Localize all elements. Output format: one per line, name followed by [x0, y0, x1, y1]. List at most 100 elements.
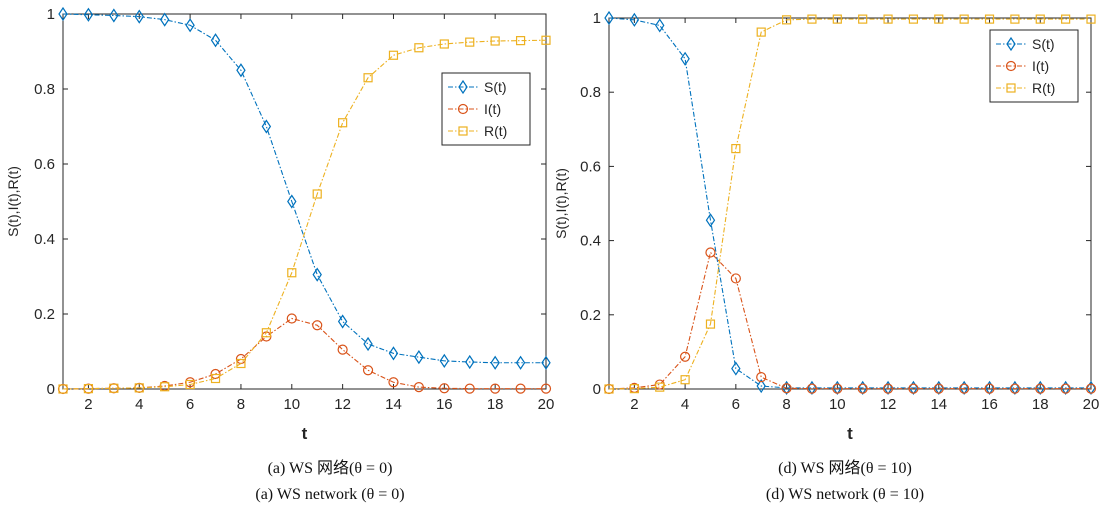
x-tick-label: 8: [782, 396, 790, 413]
legend-label: R(t): [1032, 80, 1055, 96]
data-point: [490, 36, 500, 46]
x-tick-label: 12: [880, 396, 897, 413]
data-point: [414, 43, 424, 53]
data-point: [236, 63, 246, 78]
data-point: [756, 378, 766, 394]
data-point: [781, 383, 792, 394]
data-point: [210, 33, 221, 48]
data-point: [490, 383, 501, 394]
data-point: [185, 379, 195, 390]
data-point: [908, 380, 919, 395]
x-tick-label: 2: [84, 396, 92, 413]
data-point: [363, 73, 373, 83]
axes-box: [62, 13, 547, 390]
data-point: [439, 353, 450, 368]
y-tick-label: 0: [593, 381, 601, 398]
caption-d-zh: (d) WS 网络(θ = 10): [778, 460, 912, 477]
y-axis-label: S(t),I(t),R(t): [553, 168, 569, 239]
legend-label: S(t): [484, 79, 507, 95]
data-point: [731, 143, 741, 154]
data-point: [83, 7, 94, 22]
legend-item: S(t): [448, 79, 507, 95]
data-point: [1035, 380, 1045, 395]
data-point: [984, 14, 995, 24]
legend-box: [989, 29, 1079, 103]
legend-item: R(t): [448, 123, 507, 139]
data-point: [134, 383, 144, 393]
data-point: [1060, 380, 1071, 395]
x-tick-label: 6: [186, 396, 194, 413]
data-point: [109, 383, 119, 393]
series-st: [604, 10, 1096, 395]
data-point: [1086, 14, 1096, 24]
legend-item: S(t): [996, 36, 1055, 52]
data-point: [541, 35, 551, 45]
x-tick-label: 18: [487, 396, 504, 413]
legend-item: I(t): [448, 101, 501, 117]
legend-label: I(t): [484, 101, 501, 117]
data-point: [934, 380, 944, 395]
data-point: [1010, 380, 1020, 395]
series-rt: [604, 14, 1096, 394]
data-point: [185, 18, 195, 33]
data-point: [832, 14, 842, 24]
data-point: [83, 384, 94, 394]
x-tick-label: 18: [1032, 396, 1049, 413]
x-axis-label: t: [302, 424, 308, 443]
y-tick-label: 0.8: [580, 84, 601, 101]
data-point: [465, 354, 475, 370]
data-point: [414, 350, 424, 365]
data-point: [109, 8, 119, 23]
data-point: [210, 373, 221, 384]
y-tick-label: 1: [47, 6, 55, 23]
data-point: [286, 313, 297, 324]
data-point: [680, 351, 691, 362]
data-point: [883, 380, 893, 395]
data-point: [959, 383, 970, 394]
data-point: [705, 319, 716, 329]
data-point: [832, 380, 843, 395]
data-point: [680, 375, 690, 385]
data-point: [756, 27, 766, 37]
y-tick-label: 0.4: [580, 233, 601, 250]
data-point: [490, 355, 500, 370]
data-point: [934, 14, 944, 24]
data-point: [629, 12, 640, 27]
data-point: [388, 346, 399, 361]
data-point: [261, 119, 272, 134]
data-point: [439, 39, 449, 49]
data-point: [540, 383, 552, 394]
series-rt: [58, 35, 551, 394]
data-point: [439, 383, 450, 394]
x-tick-label: 14: [385, 396, 402, 413]
data-point: [515, 383, 526, 394]
legend-marker: [458, 79, 468, 95]
data-point: [388, 50, 399, 60]
y-tick-label: 0.8: [34, 81, 55, 98]
data-point: [159, 12, 170, 27]
chart-a: 2 4 6 8 10 12 14 16 18 20 0 0.2 0.4 0.6 0.8 1 t S(t),I(t)…: [5, 6, 554, 443]
x-tick-label: 16: [981, 396, 998, 413]
data-point: [604, 384, 614, 394]
data-point: [731, 361, 741, 376]
data-point: [908, 14, 919, 24]
data-point: [337, 344, 348, 355]
series-st: [58, 6, 551, 370]
y-tick-label: 0.6: [34, 156, 55, 173]
data-point: [541, 355, 551, 370]
data-point: [883, 14, 893, 24]
data-point: [134, 9, 144, 24]
y-tick-label: 0.6: [580, 158, 601, 175]
data-point: [388, 377, 399, 388]
data-point: [959, 380, 969, 395]
data-point: [515, 355, 526, 370]
data-point: [363, 336, 373, 352]
data-point: [680, 51, 690, 66]
data-point: [1009, 383, 1020, 394]
caption-a-en: (a) WS network (θ = 0): [255, 486, 405, 503]
series-line: [608, 17, 1091, 389]
data-point: [1035, 14, 1045, 24]
legend-marker: [1006, 36, 1016, 52]
data-point: [465, 37, 475, 47]
data-point: [464, 383, 475, 394]
